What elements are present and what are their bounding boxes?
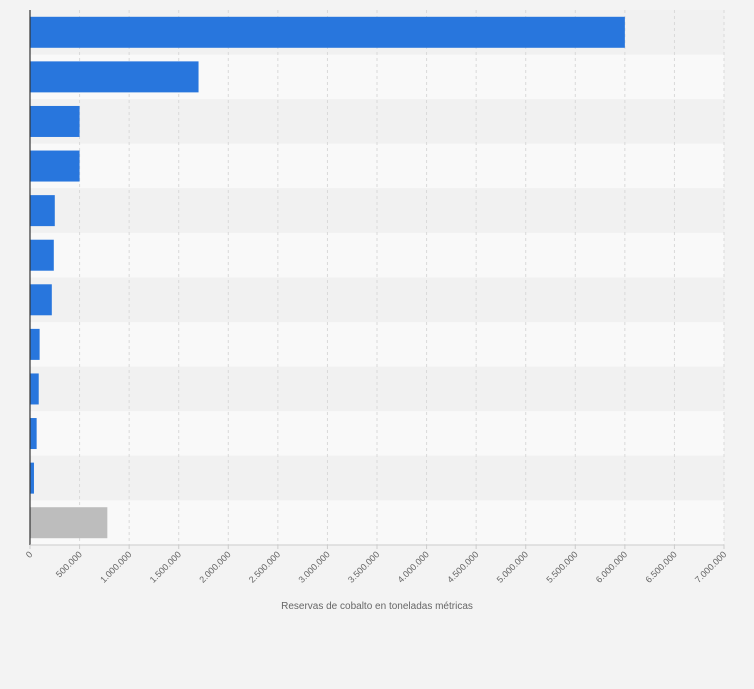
bar[interactable]: [30, 462, 34, 494]
bar[interactable]: [30, 239, 54, 271]
bar[interactable]: [30, 105, 80, 137]
bar[interactable]: [30, 284, 52, 316]
bar[interactable]: [30, 61, 199, 93]
bar[interactable]: [30, 328, 40, 360]
x-axis-title: Reservas de cobalto en toneladas métrica…: [281, 601, 473, 612]
x-tick-label: 4.500.000: [445, 549, 480, 584]
gridlines: [79, 10, 725, 545]
x-tick-label: 3.500.000: [346, 549, 381, 584]
x-tick-label: 3.000.000: [296, 549, 331, 584]
x-tick-label: 1.500.000: [148, 549, 183, 584]
bar[interactable]: [30, 195, 55, 227]
x-tick-labels: 0 500.000 1.000.000 1.500.000 2.000.000 2.500…: [24, 545, 728, 585]
x-tick-label: 500.000: [54, 549, 84, 579]
x-tick-label: 0: [24, 549, 35, 560]
x-tick-label: 2.000.000: [197, 549, 232, 584]
x-tick-label: 6.500.000: [643, 549, 678, 584]
bar[interactable]: [30, 150, 80, 182]
bar[interactable]: [30, 16, 625, 48]
bars: [30, 16, 625, 539]
x-tick-label: 6.000.000: [594, 549, 629, 584]
x-tick-label: 5.000.000: [495, 549, 530, 584]
bar[interactable]: [30, 373, 39, 405]
x-tick-label: 1.000.000: [98, 549, 133, 584]
bar[interactable]: [30, 507, 108, 539]
x-tick-label: 4.000.000: [396, 549, 431, 584]
bar[interactable]: [30, 418, 37, 450]
x-tick-label: 2.500.000: [247, 549, 282, 584]
x-tick-label: 7.000.000: [693, 549, 728, 584]
x-tick-label: 5.500.000: [544, 549, 579, 584]
